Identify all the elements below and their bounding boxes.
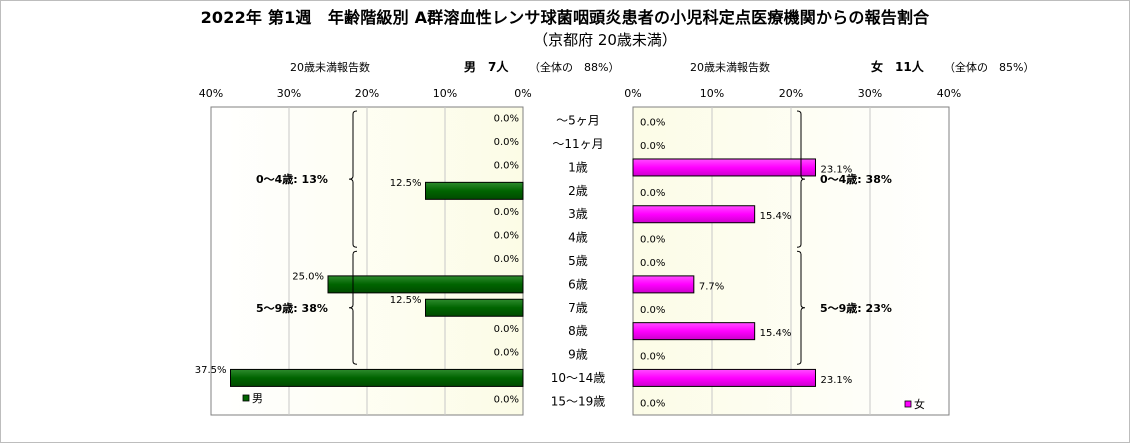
male-header-label: 20歳未満報告数 — [290, 61, 370, 74]
female-data-label: 0.0% — [640, 141, 665, 152]
category-label: 8歳 — [568, 324, 588, 338]
male-bar — [230, 368, 524, 387]
male-data-label: 0.0% — [494, 207, 519, 218]
male-group-brace — [348, 250, 358, 365]
male-data-label: 25.0% — [292, 271, 324, 282]
category-label: 9歳 — [568, 348, 588, 362]
female-data-label: 15.4% — [760, 328, 792, 339]
male-data-label: 0.0% — [494, 394, 519, 405]
category-label: 7歳 — [568, 301, 588, 315]
category-label: 15～19歳 — [551, 394, 606, 408]
female-header-label: 20歳未満報告数 — [690, 61, 770, 74]
male-bar — [425, 298, 524, 317]
male-tick-label: 40% — [199, 87, 223, 100]
male-bar — [327, 275, 524, 294]
category-label: 2歳 — [568, 184, 588, 198]
chart-title: 2022年 第1週 年齢階級別 A群溶血性レンサ球菌咽頭炎患者の小児科定点医療機… — [200, 8, 930, 27]
female-group-brace — [796, 250, 806, 365]
female-data-label: 0.0% — [640, 398, 665, 409]
male-data-label: 0.0% — [494, 160, 519, 171]
female-bar — [632, 205, 756, 224]
female-group-label: 0～4歳: 38% — [820, 172, 892, 186]
male-legend-swatch — [242, 394, 250, 402]
female-data-label: 0.0% — [640, 235, 665, 246]
female-data-label: 23.1% — [820, 375, 852, 386]
male-data-label: 37.5% — [195, 365, 227, 376]
male-header-count: 男 7人 — [464, 59, 509, 74]
female-group-brace — [796, 110, 806, 248]
female-data-label: 0.0% — [640, 118, 665, 129]
male-tick-label: 0% — [514, 87, 531, 100]
female-data-label: 7.7% — [699, 281, 724, 292]
category-label: ～5ヶ月 — [556, 114, 600, 128]
female-bar — [632, 158, 816, 177]
female-group-label: 5～9歳: 23% — [820, 301, 892, 315]
female-data-label: 0.0% — [640, 188, 665, 199]
male-data-label: 0.0% — [494, 254, 519, 265]
female-legend-swatch — [904, 400, 912, 408]
male-data-label: 0.0% — [494, 324, 519, 335]
female-data-label: 0.0% — [640, 305, 665, 316]
female-header-share: （全体の 85%） — [944, 60, 1034, 74]
male-data-label: 12.5% — [390, 295, 422, 306]
male-legend-label: 男 — [252, 392, 263, 405]
category-label: ～11ヶ月 — [552, 137, 603, 151]
female-bar — [632, 322, 756, 341]
male-group-brace — [348, 110, 358, 248]
female-bar — [632, 368, 816, 387]
male-header-share: （全体の 88%） — [529, 60, 619, 74]
male-group-label: 0～4歳: 13% — [256, 172, 328, 186]
male-data-label: 0.0% — [494, 231, 519, 242]
category-label: 3歳 — [568, 207, 588, 221]
male-tick-label: 30% — [277, 87, 301, 100]
male-group-label: 5～9歳: 38% — [256, 301, 328, 315]
category-label: 4歳 — [568, 231, 588, 245]
female-data-label: 0.0% — [640, 258, 665, 269]
female-data-label: 0.0% — [640, 352, 665, 363]
male-data-label: 0.0% — [494, 114, 519, 125]
male-tick-label: 20% — [355, 87, 379, 100]
category-label: 5歳 — [568, 254, 588, 268]
female-data-label: 23.1% — [820, 164, 852, 175]
female-tick-label: 20% — [779, 87, 803, 100]
female-tick-label: 10% — [700, 87, 724, 100]
category-label: 6歳 — [568, 277, 588, 291]
male-bar — [425, 181, 524, 200]
female-header-count: 女 11人 — [871, 59, 925, 74]
female-legend-label: 女 — [914, 397, 925, 411]
female-tick-label: 0% — [624, 87, 641, 100]
female-data-label: 15.4% — [760, 211, 792, 222]
male-tick-label: 10% — [433, 87, 457, 100]
chart-subtitle: （京都府 20歳未満） — [533, 31, 677, 49]
male-data-label: 0.0% — [494, 137, 519, 148]
female-tick-label: 30% — [858, 87, 882, 100]
female-bar — [632, 275, 695, 294]
category-label: 10～14歳 — [551, 371, 606, 385]
female-tick-label: 40% — [937, 87, 961, 100]
category-label: 1歳 — [568, 160, 588, 174]
male-data-label: 12.5% — [390, 178, 422, 189]
male-data-label: 0.0% — [494, 348, 519, 359]
